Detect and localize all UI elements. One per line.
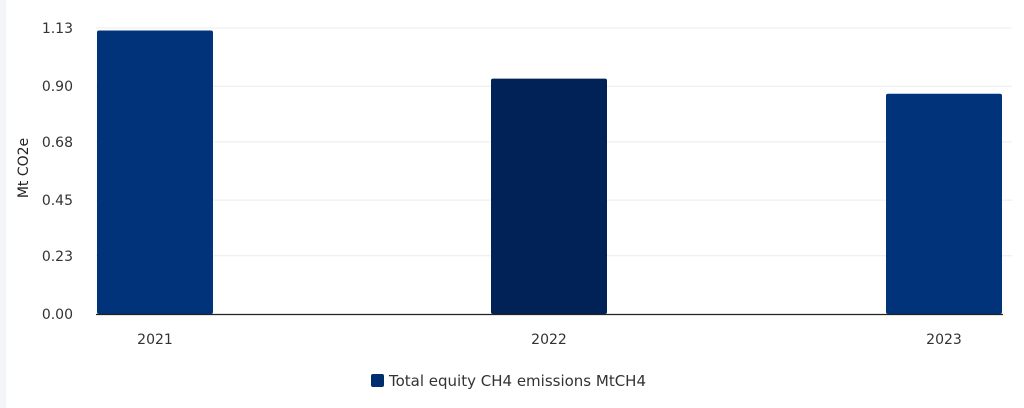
legend-label: Total equity CH4 emissions MtCH4 xyxy=(388,372,646,390)
y-tick-label: 0.90 xyxy=(42,79,73,95)
y-tick-label: 0.00 xyxy=(42,307,73,323)
y-tick-label: 1.13 xyxy=(42,21,73,37)
x-tick-label: 2022 xyxy=(531,332,567,348)
bar-2022[interactable] xyxy=(491,78,607,314)
y-axis-ticks: 0.00 0.23 0.45 0.68 0.90 1.13 xyxy=(42,21,73,323)
legend-swatch xyxy=(371,374,384,387)
y-tick-label: 0.68 xyxy=(42,135,73,151)
left-edge-strip xyxy=(0,0,6,408)
y-axis-label: Mt CO2e xyxy=(16,138,32,198)
y-tick-label: 0.23 xyxy=(42,249,73,265)
x-tick-label: 2023 xyxy=(926,332,962,348)
y-tick-label: 0.45 xyxy=(42,193,73,209)
legend[interactable]: Total equity CH4 emissions MtCH4 xyxy=(371,372,646,390)
bars xyxy=(97,30,1002,314)
bar-2021[interactable] xyxy=(97,30,213,314)
bar-2023[interactable] xyxy=(886,93,1002,314)
x-tick-label: 2021 xyxy=(137,332,173,348)
x-axis-ticks: 2021 2022 2023 xyxy=(137,332,962,348)
